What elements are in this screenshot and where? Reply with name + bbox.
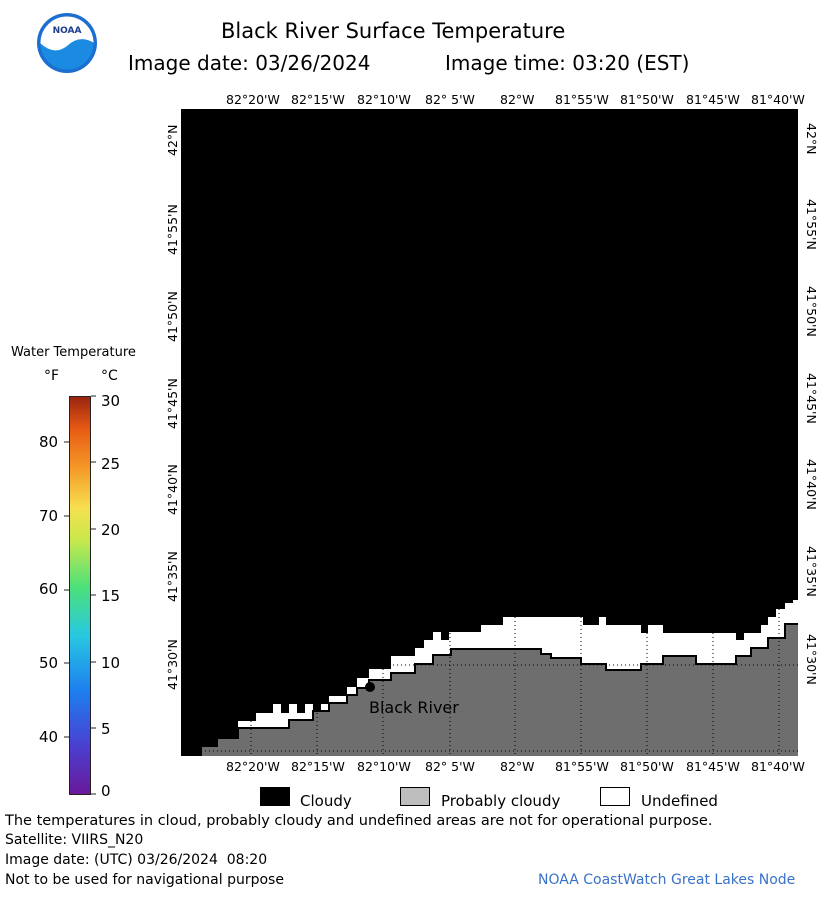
disclaimer: The temperatures in cloud, probably clou…	[5, 813, 713, 829]
lat-tick: 42°N	[165, 124, 180, 156]
undefined-label: Undefined	[641, 792, 718, 810]
f-tick-label: 40	[39, 728, 59, 746]
station-label: Black River	[369, 698, 459, 717]
lat-tick: 41°50'N	[804, 286, 819, 337]
lat-tick: 41°35'N	[804, 546, 819, 597]
lat-tick: 41°40'N	[804, 459, 819, 510]
lat-tick: 41°40'N	[165, 464, 180, 515]
lon-tick: 81°50'W	[620, 92, 674, 107]
lon-tick: 82°W	[500, 759, 535, 774]
undefined-swatch	[600, 787, 630, 806]
cloudy-swatch	[260, 787, 290, 806]
lat-tick: 41°30'N	[804, 634, 819, 685]
utc-date: Image date: (UTC) 03/26/2024 08:20	[5, 852, 268, 868]
temperature-map	[181, 109, 798, 756]
lon-tick: 82°15'W	[291, 759, 345, 774]
black-river-station-marker	[365, 682, 375, 692]
probably-cloudy-label: Probably cloudy	[441, 792, 561, 810]
lon-tick: 81°50'W	[620, 759, 674, 774]
probably-cloudy-swatch	[400, 787, 430, 806]
lon-tick: 81°45'W	[686, 759, 740, 774]
lon-tick: 82°20'W	[226, 92, 280, 107]
lon-tick: 81°55'W	[555, 759, 609, 774]
image-time: Image time: 03:20 (EST)	[445, 51, 690, 75]
lon-tick: 82° 5'W	[425, 92, 475, 107]
c-tick-label: 0	[101, 782, 111, 800]
lat-tick: 41°30'N	[165, 639, 180, 690]
credit-link[interactable]: NOAA CoastWatch Great Lakes Node	[538, 872, 796, 888]
legend-tick-marks	[64, 395, 96, 795]
c-tick-label: 10	[101, 654, 121, 672]
navigation-warning: Not to be used for navigational purpose	[5, 872, 284, 888]
c-tick-label: 5	[101, 720, 111, 738]
lon-tick: 81°45'W	[686, 92, 740, 107]
f-tick-label: 70	[39, 507, 59, 525]
lon-tick: 81°40'W	[751, 759, 805, 774]
unit-fahrenheit: °F	[44, 368, 60, 384]
f-tick-label: 50	[39, 654, 59, 672]
lon-tick: 82°20'W	[226, 759, 280, 774]
unit-celsius: °C	[101, 368, 118, 384]
lon-tick: 81°40'W	[751, 92, 805, 107]
lat-tick: 41°55'N	[804, 199, 819, 250]
f-tick-label: 60	[39, 580, 59, 598]
lon-tick: 82°10'W	[357, 92, 411, 107]
c-tick-label: 20	[101, 521, 121, 539]
lat-tick: 41°55'N	[165, 204, 180, 255]
graticule	[181, 609, 798, 756]
temperature-color-bar	[69, 396, 91, 795]
lat-tick: 41°45'N	[804, 373, 819, 424]
legend-title: Water Temperature	[11, 345, 136, 360]
logo-text: NOAA	[53, 26, 82, 36]
lat-tick: 41°35'N	[165, 551, 180, 602]
image-date: Image date: 03/26/2024	[128, 51, 371, 75]
lat-tick: 42°N	[804, 123, 819, 155]
c-tick-label: 15	[101, 587, 121, 605]
lon-tick: 81°55'W	[555, 92, 609, 107]
cloudy-label: Cloudy	[300, 792, 352, 810]
lat-tick: 41°50'N	[165, 291, 180, 342]
satellite-info: Satellite: VIIRS_N20	[5, 832, 144, 848]
lon-tick: 82° 5'W	[425, 759, 475, 774]
lon-tick: 82°15'W	[291, 92, 345, 107]
noaa-logo: NOAA	[36, 12, 98, 74]
page-title: Black River Surface Temperature	[221, 19, 566, 43]
coastline	[181, 623, 798, 756]
lat-tick: 41°45'N	[165, 378, 180, 429]
land-region	[181, 625, 798, 756]
f-tick-label: 80	[39, 433, 59, 451]
c-tick-label: 30	[101, 392, 121, 410]
lon-tick: 82°W	[500, 92, 535, 107]
lon-tick: 82°10'W	[357, 759, 411, 774]
c-tick-label: 25	[101, 455, 121, 473]
